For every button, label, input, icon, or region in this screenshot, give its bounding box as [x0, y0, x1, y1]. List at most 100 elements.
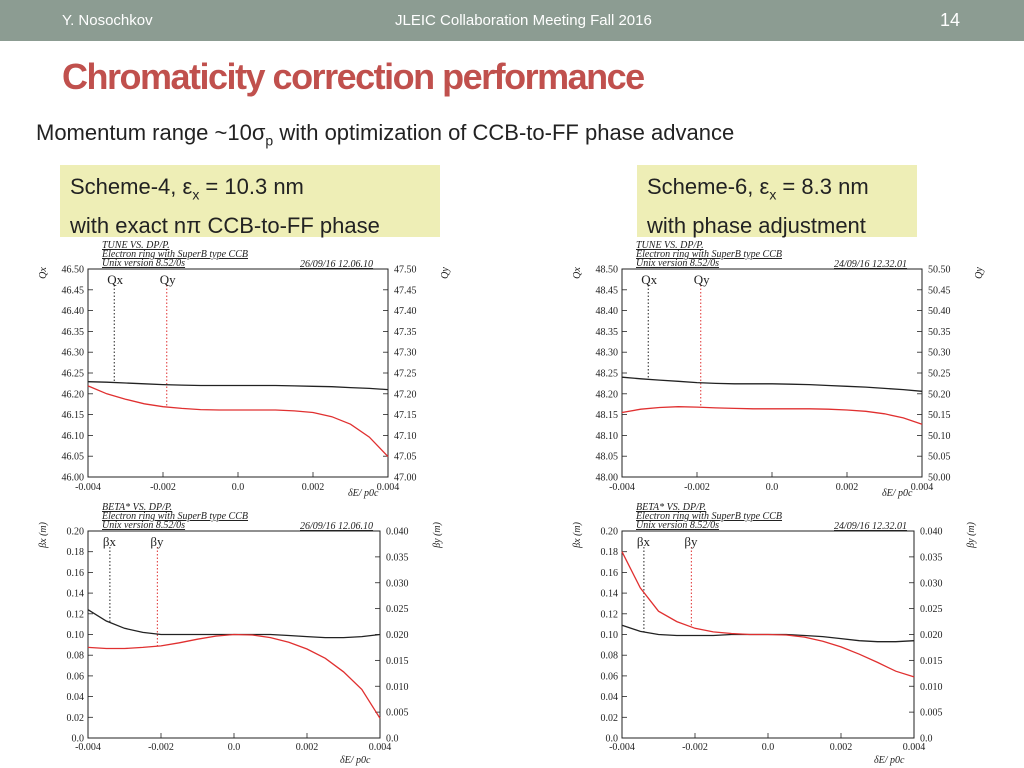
x-tick-label: -0.002 [148, 742, 174, 753]
x-tick-label: 0.0 [766, 482, 779, 493]
x-tick-label: 0.004 [369, 742, 392, 753]
pi-symbol: π [186, 213, 202, 239]
scheme4-line1: Scheme-4, εx = 10.3 nm [70, 171, 430, 210]
y-right-tick-label: 0.015 [920, 656, 943, 667]
series-line-x [621, 376, 923, 392]
y-left-tick-label: 46.50 [62, 265, 85, 276]
y-left-tick-label: 0.02 [67, 713, 85, 724]
x-tick-label: 0.0 [228, 742, 241, 753]
y-left-tick-label: 0.08 [67, 651, 85, 662]
y-left-tick-label: 46.35 [62, 327, 85, 338]
y-right-tick-label: 47.50 [394, 265, 417, 276]
legend-label: Qx [641, 272, 657, 287]
y-right-tick-label: 47.15 [394, 410, 417, 421]
x-tick-label: 0.0 [762, 742, 775, 753]
series-line-x [87, 381, 389, 391]
y-right-tick-label: 0.035 [386, 552, 409, 563]
scheme4-desc-post: CCB-to-FF phase [201, 213, 380, 239]
y-right-tick-label: 0.005 [920, 708, 943, 719]
y-left-tick-label: 48.15 [596, 410, 619, 421]
y-left-tick-label: 48.25 [596, 369, 619, 380]
meeting-name: JLEIC Collaboration Meeting Fall 2016 [395, 12, 652, 29]
x-axis-label: δE/ p0c [340, 755, 371, 766]
y-right-tick-label: 47.35 [394, 327, 417, 338]
scheme4-desc-pre: with exact n [70, 213, 187, 239]
epsilon-symbol: ε [182, 174, 193, 199]
y-left-tick-label: 46.05 [62, 452, 85, 463]
scheme4-name: Scheme-4, [70, 174, 183, 199]
subtitle-post: with optimization of CCB-to-FF phase adv… [273, 120, 735, 145]
x-tick-label: 0.004 [903, 742, 926, 753]
y-right-tick-label: 0.025 [920, 604, 943, 615]
epsilon-sub: x [192, 186, 200, 203]
chart-header-line: Electron ring with SuperB type CCB [635, 249, 782, 260]
y-right-tick-label: 0.0 [386, 734, 399, 745]
slide-header-bar: Y. Nosochkov JLEIC Collaboration Meeting… [0, 0, 1024, 41]
y-left-tick-label: 48.30 [596, 348, 619, 359]
tune-chart-scheme4: TUNE VS. DP/P.Electron ring with SuperB … [38, 240, 451, 499]
y-left-tick-label: 48.35 [596, 327, 619, 338]
x-tick-label: 0.004 [911, 482, 934, 493]
y-left-tick-label: 0.06 [601, 671, 619, 682]
page-number: 14 [940, 10, 961, 30]
legend-label: βx [103, 534, 117, 549]
y-left-tick-label: 46.15 [62, 410, 85, 421]
y-right-tick-label: 0.0 [920, 734, 933, 745]
x-tick-label: -0.002 [682, 742, 708, 753]
y-right-tick-label: 50.00 [928, 473, 951, 484]
author-name: Y. Nosochkov [62, 12, 153, 29]
legend-label: Qy [694, 272, 710, 287]
y-left-tick-label: 46.20 [62, 389, 85, 400]
sigma-symbol: σ [251, 120, 266, 145]
y-left-tick-label: 0.0 [606, 734, 619, 745]
x-tick-label: -0.002 [684, 482, 710, 493]
chart-date: 26/09/16 12.06.10 [300, 259, 373, 270]
y-right-tick-label: 47.30 [394, 348, 417, 359]
y-right-tick-label: 50.45 [928, 285, 951, 296]
x-tick-label: 0.002 [830, 742, 853, 753]
y-left-tick-label: 0.14 [67, 589, 85, 600]
y-right-tick-label: 50.25 [928, 369, 951, 380]
chart-header-line: Unix version 8.52/0s [102, 520, 185, 531]
y-left-tick-label: 0.02 [601, 713, 619, 724]
y-left-tick-label: 46.00 [62, 473, 85, 484]
y-left-axis-label: Qx [38, 267, 49, 279]
plot-frame [87, 268, 389, 478]
y-left-tick-label: 0.14 [601, 589, 619, 600]
series-line-y [87, 385, 389, 458]
y-right-tick-label: 47.00 [394, 473, 417, 484]
series-line-y [621, 406, 923, 425]
x-tick-label: 0.004 [377, 482, 400, 493]
subtitle-sub: p [265, 132, 274, 149]
scheme6-emittance: = 8.3 nm [776, 174, 869, 199]
y-right-tick-label: 0.020 [920, 630, 943, 641]
y-left-tick-label: 0.12 [601, 609, 619, 620]
y-left-axis-label: Qx [572, 267, 583, 279]
x-axis-label: δE/ p0c [882, 488, 913, 499]
y-left-tick-label: 0.16 [67, 568, 85, 579]
scheme4-line2: with exact nπ CCB-to-FF phase [70, 210, 430, 241]
beta-chart-scheme6: BETA* VS. DP/P.Electron ring with SuperB… [572, 502, 977, 766]
chart-header-line: TUNE VS. DP/P. [636, 240, 704, 251]
x-axis-label: δE/ p0c [348, 488, 379, 499]
y-right-axis-label: Qy [974, 267, 985, 279]
y-right-tick-label: 47.45 [394, 285, 417, 296]
y-left-tick-label: 48.50 [596, 265, 619, 276]
y-right-tick-label: 0.025 [386, 604, 409, 615]
y-right-tick-label: 0.040 [920, 527, 943, 538]
y-right-tick-label: 50.40 [928, 306, 951, 317]
plot-frame [621, 268, 923, 478]
y-right-tick-label: 0.005 [386, 708, 409, 719]
y-right-axis-label: Qy [440, 267, 451, 279]
y-left-tick-label: 0.18 [601, 547, 619, 558]
y-left-tick-label: 48.10 [596, 431, 619, 442]
y-right-tick-label: 50.50 [928, 265, 951, 276]
y-left-tick-label: 46.25 [62, 369, 85, 380]
y-right-tick-label: 50.10 [928, 431, 951, 442]
y-left-tick-label: 0.04 [601, 692, 619, 703]
y-left-tick-label: 0.20 [601, 527, 619, 538]
y-right-tick-label: 0.030 [920, 578, 943, 589]
chart-header-line: Electron ring with SuperB type CCB [101, 511, 248, 522]
y-left-tick-label: 0.04 [67, 692, 85, 703]
scheme4-emittance: = 10.3 nm [199, 174, 304, 199]
